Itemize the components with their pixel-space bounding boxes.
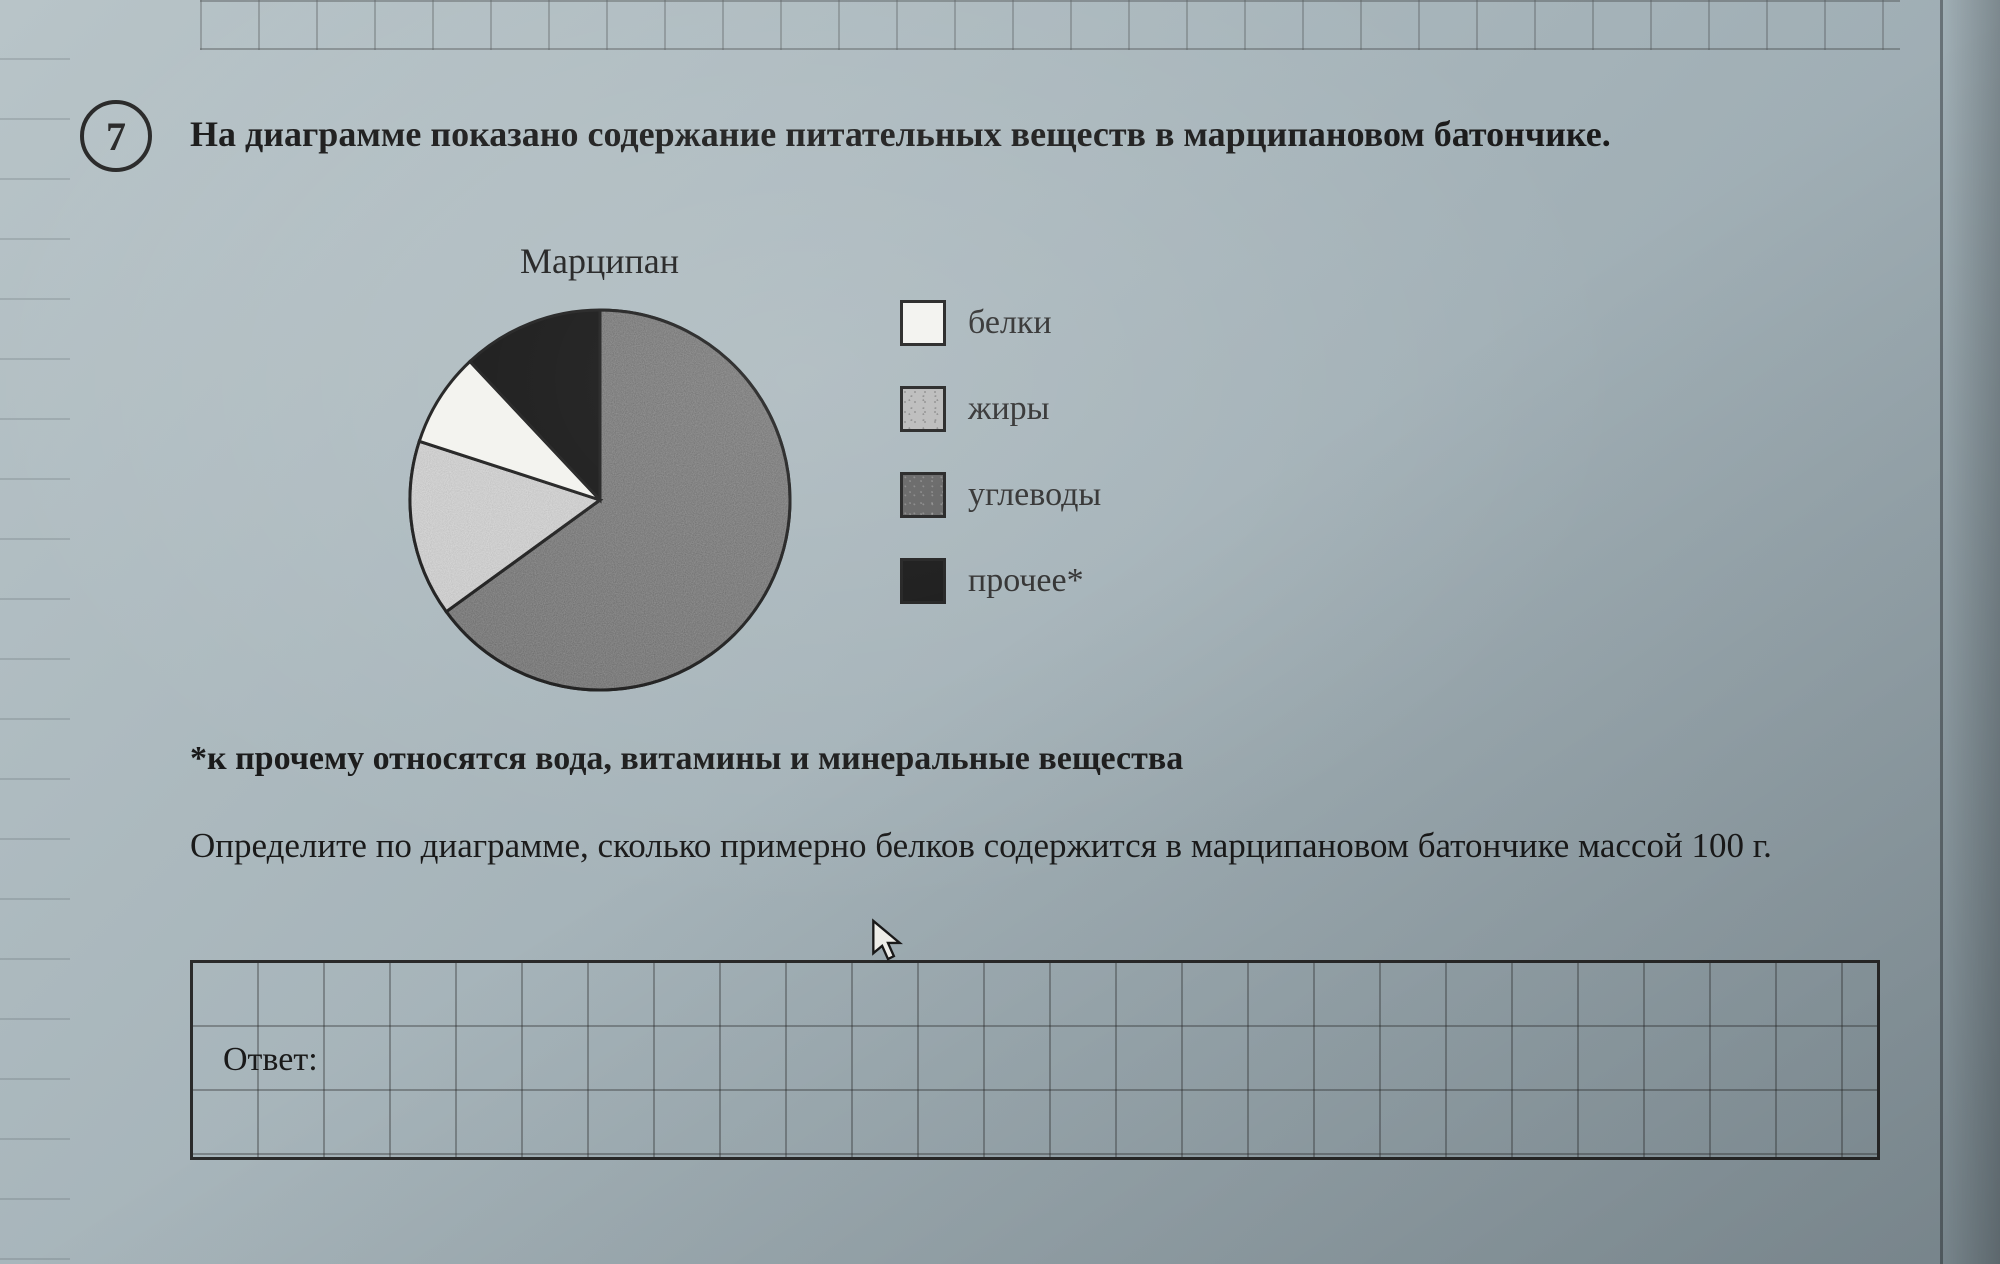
question-number: 7: [106, 113, 126, 160]
exercise-page: 7 На диаграмме показано содержание питат…: [0, 0, 2000, 1264]
legend-item-other: прочее*: [900, 558, 1101, 604]
question-number-badge: 7: [80, 100, 152, 172]
legend-swatch-other: [900, 558, 946, 604]
top-grid-row: [200, 0, 1900, 50]
legend-item-carbs: углеводы: [900, 472, 1101, 518]
pie-chart-svg: [400, 300, 800, 700]
legend: белки жиры углеводы прочее*: [900, 300, 1101, 644]
legend-item-protein: белки: [900, 300, 1101, 346]
mouse-cursor-icon: [870, 918, 906, 962]
notebook-left-margin: [0, 0, 70, 1264]
legend-swatch-carbs: [900, 472, 946, 518]
chart-title: Марципан: [520, 240, 679, 282]
answer-label: Ответ:: [223, 1041, 318, 1079]
legend-swatch-fats: [900, 386, 946, 432]
legend-label-protein: белки: [968, 304, 1052, 342]
legend-swatch-protein: [900, 300, 946, 346]
legend-label-fats: жиры: [968, 390, 1050, 428]
legend-label-carbs: углеводы: [968, 476, 1101, 514]
legend-label-other: прочее*: [968, 562, 1084, 600]
question-text: На диаграмме показано содержание питател…: [190, 108, 1900, 160]
task-text: Определите по диаграмме, сколько примерн…: [190, 820, 1900, 873]
legend-item-fats: жиры: [900, 386, 1101, 432]
screen-right-edge: [1940, 0, 2000, 1264]
pie-chart: [400, 300, 800, 700]
footnote: *к прочему относятся вода, витамины и ми…: [190, 740, 1900, 778]
answer-grid-box: Ответ:: [190, 960, 1880, 1160]
